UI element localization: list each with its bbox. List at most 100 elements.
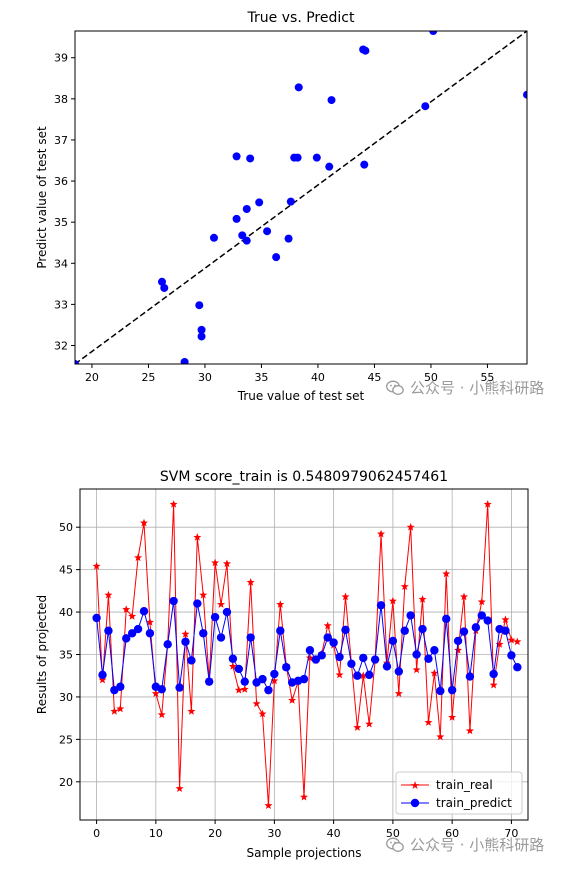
- line-chart-x-tick-label: 30: [267, 827, 281, 840]
- data-point-train-real: [400, 582, 409, 590]
- scatter-y-tick-label: 35: [54, 216, 68, 229]
- watermark-bottom-text: 公众号 · 小熊科研路: [410, 836, 545, 854]
- data-point-train-real: [134, 553, 143, 562]
- data-point-train-predict: [507, 651, 516, 660]
- scatter-point: [246, 154, 255, 163]
- scatter-y-tick-label: 38: [54, 93, 68, 106]
- scatter-point: [232, 214, 241, 223]
- line-chart-y-tick-label: 30: [59, 691, 73, 704]
- watermark-top-text: 公众号 · 小熊科研路: [410, 379, 545, 397]
- data-point-train-real: [252, 699, 261, 708]
- data-point-train-real: [424, 718, 433, 726]
- scatter-point: [263, 227, 272, 236]
- line-chart-x-tick-label: 50: [386, 827, 400, 840]
- line-chart-y-tick-label: 40: [59, 606, 73, 619]
- line-chart-plot-frame: [79, 488, 529, 821]
- data-point-train-real: [193, 533, 202, 541]
- data-point-train-real: [365, 719, 374, 728]
- scatter-point: [75, 360, 79, 364]
- data-point-train-real: [240, 685, 249, 693]
- scatter-point: [272, 253, 281, 262]
- line-chart-x-tick-label: 0: [93, 827, 100, 840]
- line-chart-y-tick-label: 45: [59, 564, 73, 577]
- data-point-train-real: [258, 709, 267, 718]
- scatter-y-tick-label: 37: [54, 134, 68, 147]
- data-point-train-real: [418, 595, 427, 603]
- data-point-train-real: [181, 629, 190, 638]
- scatter-reference-diagonal-line: [75, 31, 527, 364]
- data-point-train-predict: [163, 640, 172, 649]
- line-chart-y-tick-label: 50: [59, 521, 73, 534]
- data-point-train-real: [359, 671, 368, 680]
- scatter-point: [523, 90, 527, 99]
- data-point-train-predict: [406, 611, 415, 620]
- data-point-train-predict: [317, 651, 326, 660]
- data-point-train-real: [406, 522, 415, 531]
- data-point-train-real: [222, 559, 231, 568]
- data-point-train-real: [442, 569, 451, 578]
- legend-train-predict-label: train_predict: [436, 796, 512, 810]
- scatter-y-tick-label: 33: [54, 298, 68, 311]
- data-point-train-predict: [329, 638, 338, 647]
- data-point-train-predict: [282, 663, 291, 672]
- data-point-train-real: [98, 675, 107, 684]
- data-point-train-predict: [276, 626, 285, 635]
- data-point-train-real: [145, 618, 154, 626]
- data-point-train-predict: [376, 601, 386, 610]
- series-line-train-predict: [96, 600, 518, 692]
- line-chart-x-label: Sample projections: [247, 846, 362, 860]
- data-point-train-predict: [459, 627, 469, 636]
- scatter-point: [238, 231, 247, 240]
- scatter-point: [180, 357, 189, 364]
- data-point-train-predict: [364, 670, 374, 680]
- line-chart-x-tick-label: 60: [445, 827, 459, 840]
- data-point-train-real: [187, 707, 196, 715]
- scatter-x-tick-label: 35: [254, 371, 268, 384]
- data-point-train-real: [211, 558, 220, 567]
- data-point-train-predict: [400, 626, 409, 635]
- data-point-train-real: [151, 689, 160, 697]
- data-point-train-real: [465, 726, 474, 735]
- scatter-y-tick-label: 34: [54, 257, 68, 270]
- data-point-train-real: [335, 670, 344, 679]
- scatter-point: [197, 325, 206, 334]
- data-point-train-predict: [175, 683, 184, 692]
- data-point-train-predict: [145, 629, 155, 638]
- data-point-train-real: [489, 680, 498, 689]
- scatter-plot-frame: [74, 30, 528, 365]
- data-point-train-real: [454, 646, 463, 654]
- data-point-train-predict: [513, 663, 522, 672]
- data-point-train-predict: [228, 654, 238, 663]
- scatter-point: [284, 234, 293, 243]
- data-point-train-real: [513, 637, 522, 646]
- data-point-train-predict: [104, 626, 113, 635]
- data-point-train-real: [323, 621, 332, 630]
- line-chart-x-ticks: 0 10 20 30 40 50 60 70: [93, 820, 518, 840]
- scatter-x-tick-label: 30: [198, 371, 212, 384]
- scatter-point: [195, 301, 204, 310]
- data-point-train-predict: [127, 629, 137, 638]
- scatter-x-label: True value of test set: [237, 389, 365, 403]
- data-point-train-predict: [424, 654, 433, 663]
- data-point-train-predict: [187, 656, 196, 665]
- data-point-train-predict: [453, 636, 463, 646]
- data-point-train-real: [270, 676, 279, 685]
- legend-train-real-marker: ★: [410, 779, 420, 792]
- data-point-train-predict: [92, 613, 101, 623]
- data-point-train-predict: [418, 624, 427, 634]
- data-point-train-real: [377, 529, 386, 538]
- data-point-train-predict: [447, 685, 457, 695]
- data-point-train-real: [175, 784, 184, 792]
- data-point-train-real: [199, 590, 208, 599]
- data-point-train-real: [228, 662, 237, 670]
- scatter-point: [312, 153, 321, 162]
- data-point-train-real: [430, 668, 439, 677]
- line-chart-series-layer: [92, 500, 522, 809]
- line-chart-y-label: Results of projected: [35, 595, 49, 714]
- scatter-point: [158, 277, 167, 286]
- scatter-y-tick-label: 32: [54, 340, 68, 353]
- data-point-train-predict: [370, 655, 380, 664]
- data-point-train-real: [157, 710, 166, 719]
- data-point-train-predict: [341, 625, 350, 635]
- data-point-train-real: [128, 612, 137, 620]
